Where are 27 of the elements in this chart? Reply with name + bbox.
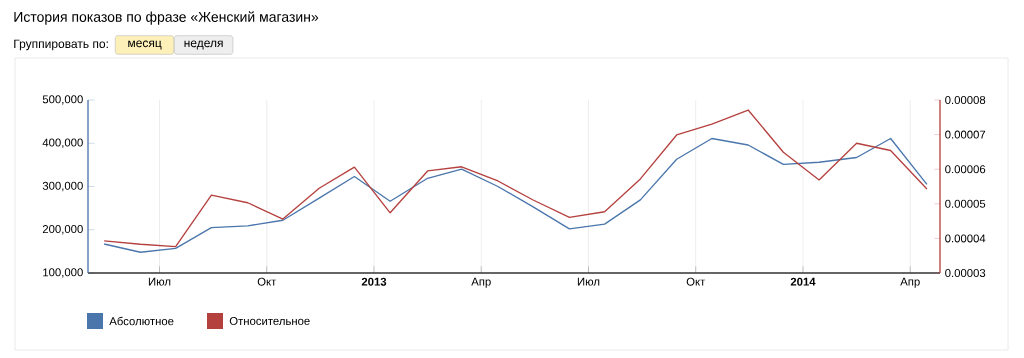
y2-tick-label: 0.00003 xyxy=(945,269,986,278)
text: неделя xyxy=(184,40,223,50)
x-tick-label: Июл xyxy=(577,277,600,286)
y2-tick-label: 0.00004 xyxy=(945,234,986,243)
line-series xyxy=(103,109,928,248)
y2-tick-label: 0.00007 xyxy=(945,130,986,139)
x-tick-label: Окт xyxy=(257,277,277,286)
y-tick-label: 300,000 xyxy=(42,181,83,192)
x-tick-label: Апр xyxy=(900,277,920,288)
y-tick-label: 100,000 xyxy=(43,268,83,278)
x-tick-label: Окт xyxy=(686,277,706,286)
legend-label: Абсолютное xyxy=(109,316,174,326)
y2-tick-label: 0.00008 xyxy=(945,96,986,105)
y-tick-label: 200,000 xyxy=(42,225,83,235)
y-tick-label: 500,000 xyxy=(42,95,83,105)
chart-title: История показов по фразе «Женский магазин» xyxy=(14,11,319,25)
y2-tick-label: 0.00005 xyxy=(945,199,986,208)
x-tick-label: 2013 xyxy=(361,277,387,286)
text: месяц xyxy=(128,40,162,50)
y2-tick-label: 0.00006 xyxy=(945,165,986,174)
text: Группировать по: xyxy=(14,39,108,51)
x-tick-label: Июл xyxy=(148,277,171,286)
x-tick-label: Апр xyxy=(471,277,491,288)
line-series xyxy=(103,137,928,253)
x-tick-label: 2014 xyxy=(790,277,816,286)
legend-label: Относительное xyxy=(229,317,310,326)
y-tick-label: 400,000 xyxy=(42,138,83,148)
